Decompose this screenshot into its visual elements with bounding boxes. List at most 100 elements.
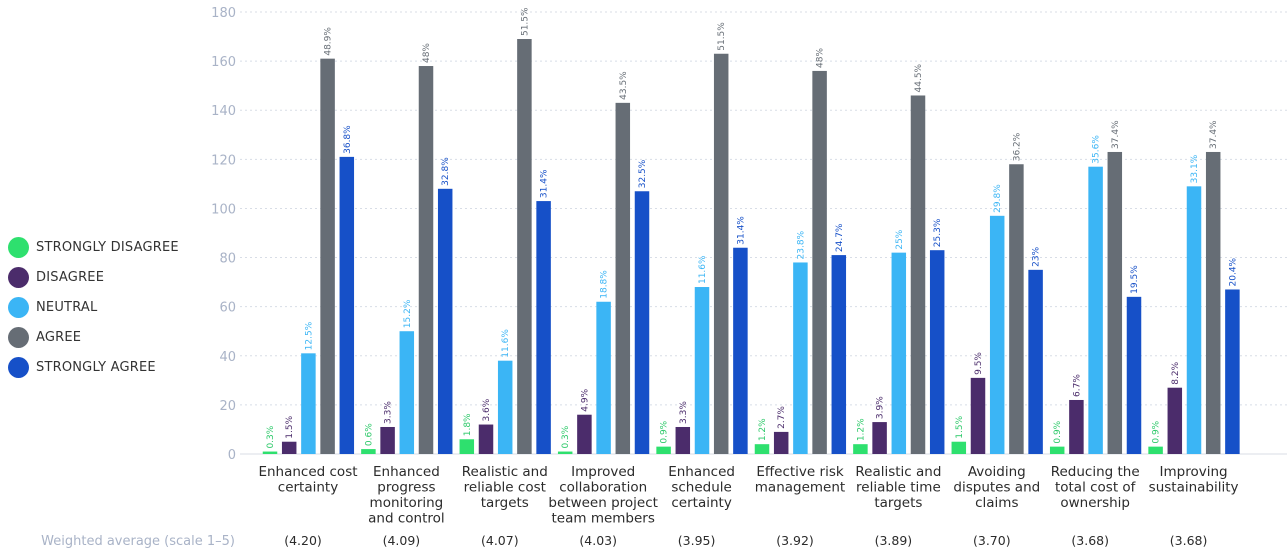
bar bbox=[596, 301, 611, 454]
data-label: 31.4% bbox=[540, 169, 550, 198]
bar bbox=[733, 247, 748, 454]
data-label: 48% bbox=[422, 43, 432, 63]
weighted-average-value: (4.20) bbox=[284, 533, 322, 548]
bar bbox=[478, 424, 494, 454]
data-label: 43.5% bbox=[619, 71, 629, 100]
data-label: 12.5% bbox=[304, 321, 314, 350]
y-tick-label: 80 bbox=[219, 252, 236, 267]
bar bbox=[812, 70, 827, 454]
bar bbox=[951, 441, 967, 454]
bar bbox=[380, 426, 395, 454]
bar bbox=[281, 441, 297, 454]
weighted-average-value: (4.03) bbox=[579, 533, 617, 548]
legend-swatch bbox=[8, 236, 29, 258]
y-tick-label: 140 bbox=[211, 104, 236, 119]
data-label: 25% bbox=[895, 229, 905, 249]
bar bbox=[262, 451, 278, 454]
data-label: 6.7% bbox=[1072, 374, 1082, 397]
bar bbox=[970, 377, 986, 454]
data-label: 0.9% bbox=[1053, 420, 1063, 443]
bar bbox=[1049, 446, 1065, 454]
x-category-label: Effective risk management bbox=[755, 464, 845, 496]
y-tick-label: 40 bbox=[219, 350, 236, 365]
x-category-label: Enhanced progress monitoring and control bbox=[368, 464, 445, 527]
data-label: 31.4% bbox=[736, 216, 746, 245]
bar bbox=[793, 262, 808, 454]
bar bbox=[536, 201, 551, 454]
data-label: 29.8% bbox=[993, 184, 1003, 213]
bar bbox=[301, 353, 316, 454]
bar bbox=[675, 426, 691, 454]
legend-swatch bbox=[8, 356, 29, 378]
category-labels: Enhanced cost certainty Enhanced progress mo… bbox=[258, 464, 1238, 527]
bar bbox=[1167, 387, 1183, 454]
x-category-label: Avoiding disputes and claims bbox=[953, 464, 1040, 511]
weighted-average-value: (3.68) bbox=[1071, 533, 1109, 548]
bar bbox=[656, 446, 671, 454]
bar bbox=[872, 422, 887, 454]
data-label: 0.9% bbox=[1152, 420, 1162, 443]
x-category-label: Enhanced cost certainty bbox=[258, 464, 357, 496]
x-category-label: Improved collaboration between project team… bbox=[548, 464, 658, 527]
weighted-average-value: (3.89) bbox=[875, 533, 913, 548]
data-label: 48% bbox=[816, 47, 826, 67]
data-label: 11.6% bbox=[501, 329, 511, 358]
legend-item: STRONGLY DISAGREE bbox=[8, 232, 179, 262]
legend-item: NEUTRAL bbox=[8, 292, 179, 322]
legend: STRONGLY DISAGREE DISAGREE NEUTRAL AGREE STR… bbox=[8, 232, 179, 382]
data-label: 51.5% bbox=[717, 22, 727, 51]
data-label: 1.8% bbox=[463, 413, 473, 436]
legend-label: AGREE bbox=[36, 329, 82, 345]
weighted-average-value: (4.07) bbox=[481, 533, 519, 548]
bar bbox=[1148, 446, 1163, 454]
bar bbox=[459, 439, 475, 454]
y-tick-label: 180 bbox=[211, 6, 236, 21]
data-label: 0.3% bbox=[266, 425, 276, 448]
weighted-average-value: (3.92) bbox=[776, 533, 814, 548]
data-label: 51.5% bbox=[520, 7, 530, 36]
weighted-average-title: Weighted average (scale 1–5) bbox=[41, 534, 235, 549]
data-label: 0.6% bbox=[364, 423, 374, 446]
data-label: 15.2% bbox=[403, 299, 413, 328]
data-label: 1.2% bbox=[758, 418, 768, 441]
data-label: 1.5% bbox=[285, 415, 295, 438]
weighted-average-value: (4.09) bbox=[383, 533, 421, 548]
legend-label: NEUTRAL bbox=[36, 299, 98, 315]
bar bbox=[517, 39, 532, 455]
bar bbox=[1009, 164, 1024, 454]
data-label: 3.3% bbox=[384, 401, 394, 424]
bar bbox=[320, 58, 335, 455]
data-label: 24.7% bbox=[835, 223, 845, 252]
bar bbox=[399, 331, 415, 454]
bar bbox=[989, 215, 1005, 454]
data-label: 9.5% bbox=[974, 352, 984, 375]
y-tick-label: 100 bbox=[211, 202, 236, 217]
bar bbox=[1225, 289, 1240, 454]
bar bbox=[1186, 186, 1202, 454]
data-label: 35.6% bbox=[1092, 135, 1102, 164]
data-label: 33.1% bbox=[1190, 154, 1200, 183]
y-axis-ticks: 0 20 40 60 80 100 120 140 160 180 bbox=[211, 6, 236, 463]
bar bbox=[1126, 296, 1142, 454]
y-tick-label: 0 bbox=[228, 448, 236, 463]
legend-swatch bbox=[8, 296, 29, 318]
data-label: 23.8% bbox=[796, 230, 806, 259]
x-category-label: Realistic and reliable cost targets bbox=[462, 464, 548, 511]
legend-label: DISAGREE bbox=[36, 269, 105, 285]
bar bbox=[1205, 151, 1221, 454]
data-label: 18.8% bbox=[600, 270, 610, 299]
bar bbox=[754, 444, 770, 454]
weighted-average-value: (3.68) bbox=[1170, 533, 1208, 548]
bar bbox=[831, 255, 847, 454]
data-label: 44.5% bbox=[914, 63, 924, 92]
weighted-average-value: (3.70) bbox=[973, 533, 1011, 548]
data-label: 3.9% bbox=[876, 396, 886, 419]
bar bbox=[497, 360, 513, 454]
data-label: 19.5% bbox=[1130, 265, 1140, 294]
data-label: 2.7% bbox=[777, 406, 787, 429]
y-tick-label: 120 bbox=[211, 153, 236, 168]
legend-item: STRONGLY AGREE bbox=[8, 352, 179, 382]
legend-label: STRONGLY AGREE bbox=[36, 359, 156, 375]
legend-swatch bbox=[8, 326, 29, 348]
data-label: 0.9% bbox=[660, 420, 670, 443]
